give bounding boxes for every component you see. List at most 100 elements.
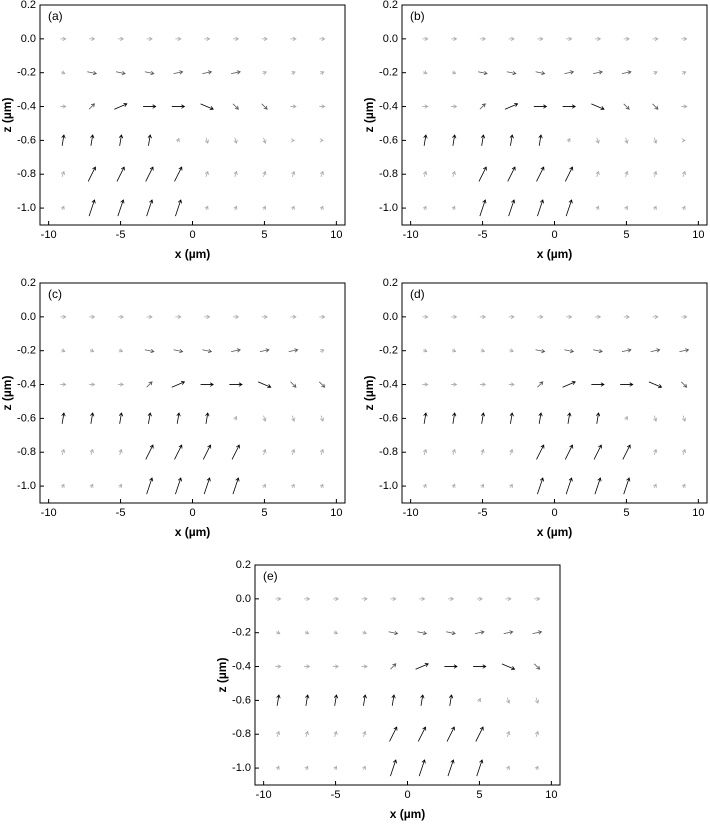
vector-arrow: [479, 199, 487, 217]
vector-arrow: [290, 483, 295, 489]
vector-arrow: [171, 380, 186, 388]
vector-arrow: [419, 596, 426, 601]
y-tick-label: -1.0: [17, 202, 36, 214]
vector-arrow: [680, 381, 688, 388]
y-tick-label: -0.2: [232, 627, 251, 639]
vector-arrow: [319, 104, 326, 109]
vector-arrow: [319, 314, 326, 319]
x-tick-label: 0: [404, 789, 410, 801]
y-tick-label: -0.2: [17, 345, 36, 357]
vector-arrow: [259, 348, 270, 353]
y-tick-label: -0.8: [17, 168, 36, 180]
vector-arrow: [508, 36, 515, 41]
vector-arrow: [361, 664, 368, 669]
plot-frame: [401, 282, 708, 504]
x-tick-label: -10: [256, 789, 272, 801]
y-tick-label: -0.6: [379, 134, 398, 146]
vector-arrow: [564, 444, 574, 460]
x-tick-label: 5: [623, 507, 629, 519]
vector-arrow: [200, 382, 214, 387]
vector-arrow: [60, 483, 65, 489]
vector-arrow: [652, 36, 659, 41]
panel-label: (e): [263, 569, 278, 583]
vector-arrow: [204, 205, 209, 211]
vector-arrow: [591, 382, 605, 387]
vector-arrow: [505, 765, 510, 771]
vector-arrow: [473, 664, 487, 669]
y-tick-label: -1.0: [379, 202, 398, 214]
panel-label: (a): [48, 9, 63, 23]
vector-arrow: [562, 104, 576, 109]
vector-arrow: [537, 36, 544, 41]
vector-arrow: [203, 477, 211, 495]
y-tick-label: -0.6: [232, 694, 251, 706]
vector-arrow: [232, 314, 240, 319]
vector-arrow: [391, 694, 396, 706]
vector-arrow: [390, 596, 397, 601]
vector-arrow: [653, 137, 658, 144]
panel: -10 -5 0 5 10 0.2 0.0 -0.2 -0.4 -0.6 -0.8 -1.0 x (µm…: [0, 0, 346, 261]
vector-arrow: [594, 36, 602, 41]
vector-arrow: [204, 314, 211, 319]
vector-arrow: [257, 381, 272, 389]
vector-arrow: [361, 596, 368, 601]
vector-arrow: [115, 70, 126, 76]
vector-arrow: [652, 314, 659, 319]
vector-arrow: [333, 730, 338, 738]
vector-arrow: [451, 348, 457, 353]
vector-arrow: [423, 70, 428, 75]
y-tick-label: 0.0: [21, 311, 36, 323]
vector-arrow: [173, 70, 184, 75]
x-tick-label: -10: [41, 507, 57, 519]
panel: -10 -5 0 5 10 0.2 0.0 -0.2 -0.4 -0.6 -0.8 -1.0 x (µm…: [362, 0, 708, 261]
vector-arrow: [204, 137, 209, 144]
vector-arrow: [566, 137, 571, 143]
x-tick-label: 10: [692, 507, 704, 519]
vector-arrow: [562, 380, 576, 388]
panel-label: (d): [410, 287, 425, 301]
vector-arrow: [319, 205, 324, 211]
vector-arrow: [318, 381, 326, 388]
vector-arrow: [506, 697, 511, 704]
vector-arrow: [535, 348, 546, 354]
vector-arrow: [593, 444, 602, 460]
vector-arrow: [175, 314, 182, 319]
vector-arrow: [623, 477, 631, 495]
vector-arrow: [564, 70, 575, 75]
vector-arrow: [232, 103, 239, 110]
vector-arrow: [173, 348, 184, 354]
x-axis-title: x (µm): [175, 525, 211, 539]
x-tick-label: 5: [261, 507, 267, 519]
vector-arrow: [231, 348, 241, 353]
vector-arrow: [476, 596, 483, 601]
vector-arrow: [451, 314, 458, 319]
vector-arrow: [652, 483, 657, 489]
vector-arrow: [420, 694, 425, 706]
vector-arrow: [390, 663, 397, 670]
vector-arrow: [304, 596, 311, 601]
vector-arrow: [508, 314, 515, 319]
vector-arrow: [362, 765, 366, 771]
vector-arrow: [505, 596, 512, 601]
vector-arrow: [118, 412, 124, 424]
y-tick-label: -0.8: [232, 728, 251, 740]
vector-arrow: [89, 483, 94, 489]
vector-arrow: [566, 314, 573, 319]
vector-arrow: [624, 170, 629, 178]
vector-arrow: [679, 348, 690, 353]
vector-arrow: [200, 103, 214, 111]
vector-arrow: [233, 137, 238, 144]
vector-arrow: [451, 448, 456, 456]
vector-arrow: [233, 415, 238, 421]
vector-arrow: [648, 381, 663, 389]
vector-arrow: [537, 314, 544, 319]
vector-arrow: [202, 444, 212, 460]
vector-arrow: [275, 596, 282, 601]
y-tick-label: 0.2: [21, 0, 36, 11]
vector-arrow: [446, 630, 456, 636]
vector-arrow: [262, 483, 267, 489]
vector-arrow: [566, 36, 573, 41]
vector-arrow: [262, 205, 267, 211]
vector-arrow: [205, 412, 210, 424]
vector-arrow: [90, 134, 95, 146]
